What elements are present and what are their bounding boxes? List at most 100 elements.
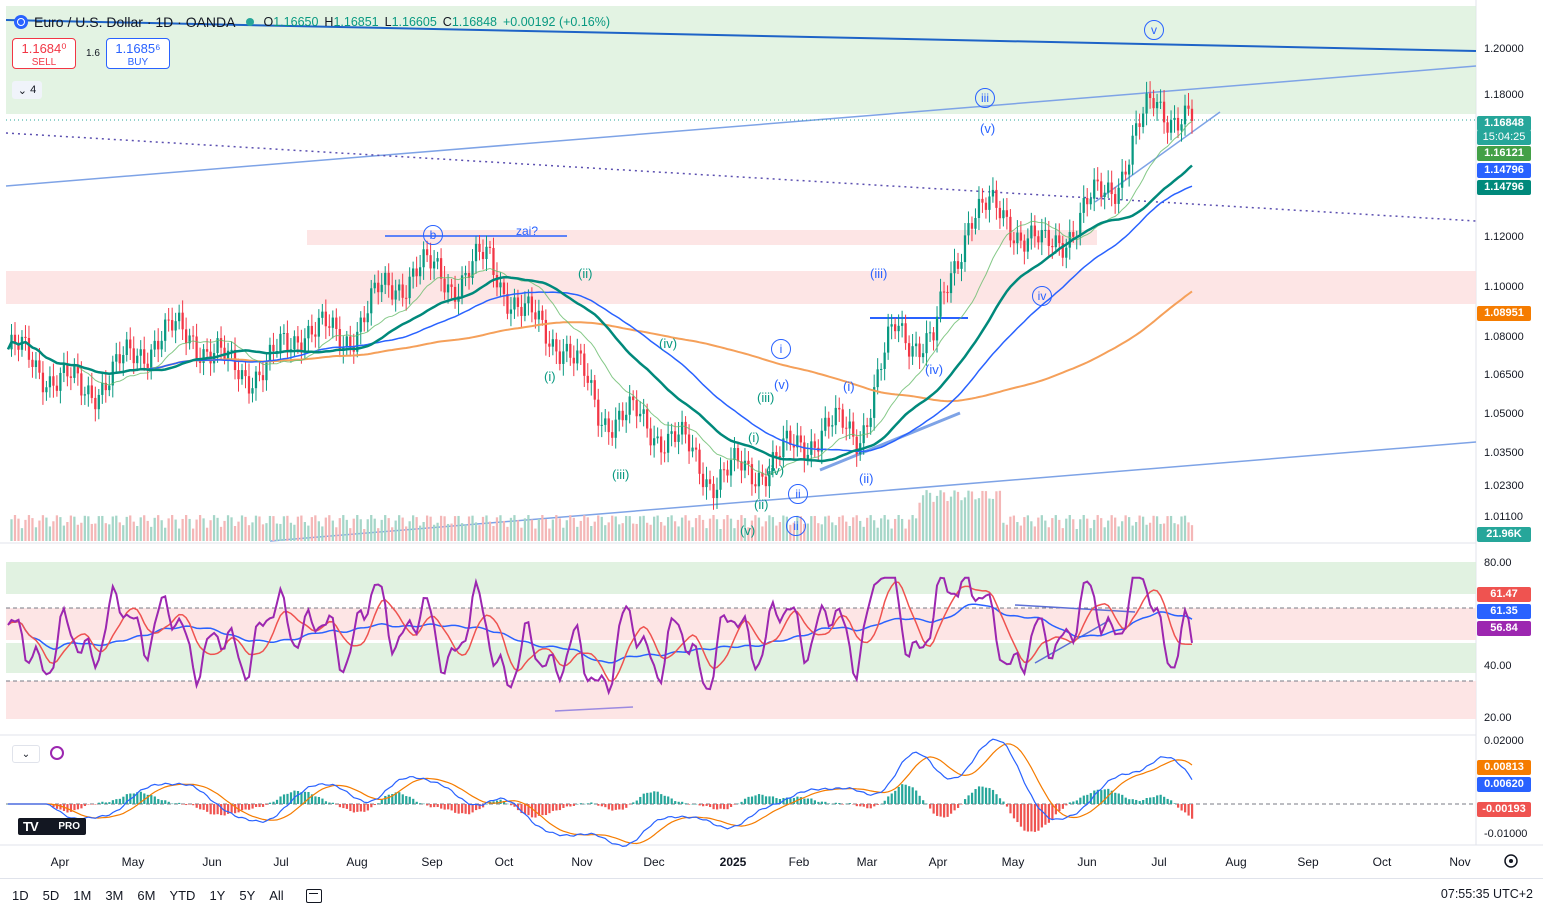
macd-hist-bar [729, 804, 733, 807]
volume-bar [55, 515, 59, 541]
countdown-badge: 15:04:25 [1477, 130, 1531, 145]
macd-hist-bar [950, 804, 953, 814]
range-5y[interactable]: 5Y [239, 888, 256, 903]
candle-body [69, 376, 72, 378]
macd-hist-bar [188, 804, 191, 805]
time-tick: Jul [273, 855, 288, 869]
candle-body [911, 346, 914, 357]
circled-wave-ii-a: ii [788, 484, 808, 504]
volume-bar [1075, 528, 1078, 541]
volume-bar [342, 515, 345, 541]
candle-body [251, 388, 254, 394]
volume-bar [38, 520, 41, 541]
candle-body [230, 349, 233, 351]
macd-hist-bar [73, 804, 76, 811]
candle-body [160, 340, 163, 350]
macd-hist-bar [230, 804, 233, 813]
sell-button[interactable]: 1.1684⁰ SELL [12, 38, 76, 69]
range-1y[interactable]: 1Y [209, 888, 226, 903]
time-tick: 2025 [720, 855, 747, 869]
clock-display[interactable]: 07:55:35 UTC+2 [1440, 887, 1533, 901]
macd-hist-bar [366, 804, 369, 811]
candle-body [1072, 232, 1075, 237]
candle-body [157, 340, 160, 350]
candle-body [785, 430, 788, 439]
volume-bar [813, 515, 816, 541]
volume-bar [904, 528, 907, 541]
macd-hist-bar [373, 804, 376, 806]
macd-hist-bar [1135, 799, 1138, 804]
volume-bar [359, 519, 362, 541]
candle-body [73, 365, 76, 378]
range-6m[interactable]: 6M [137, 888, 156, 903]
candle-body [516, 297, 520, 307]
symbol-title[interactable]: Euro / U.S. Dollar · 1D · OANDA [34, 14, 236, 30]
macd-hist-bar [1051, 804, 1054, 820]
macd-hist-bar [922, 800, 925, 804]
refresh-icon[interactable] [50, 746, 64, 760]
volume-bar [268, 515, 272, 541]
range-3m[interactable]: 3M [105, 888, 124, 903]
macd-hist-bar [223, 804, 226, 816]
ohlc-values: O1.16650 H1.16851 L1.16605 C1.16848 +0.00192… [263, 15, 611, 29]
macd-hist-bar [450, 804, 453, 811]
candle-body [1026, 238, 1029, 252]
candle-body [202, 349, 205, 363]
range-all[interactable]: All [269, 888, 284, 903]
candle-body [195, 336, 198, 359]
macd-hist-bar [377, 803, 380, 804]
volume-bar [625, 515, 628, 541]
macd-hist-bar [1173, 803, 1176, 804]
calendar-icon[interactable] [305, 888, 322, 903]
range-ytd[interactable]: YTD [169, 888, 196, 903]
volume-bar [443, 516, 446, 541]
volume-bar [164, 527, 167, 541]
settings-icon[interactable] [1504, 854, 1518, 868]
tradingview-logo[interactable]: PRO [18, 818, 86, 835]
volume-bar [1173, 523, 1176, 541]
macd-hist-bar [873, 804, 876, 807]
macd-hist-bar [632, 802, 635, 804]
rsi-signal-badge: 61.47 [1477, 587, 1531, 602]
range-1d[interactable]: 1D [12, 888, 29, 903]
volume-bar [328, 515, 331, 541]
macd-hist-bar [241, 804, 244, 811]
volume-bar [1128, 517, 1131, 541]
candle-body [942, 291, 946, 293]
buy-button[interactable]: 1.1685⁶ BUY [105, 38, 170, 69]
macd-hist-bar [894, 790, 897, 804]
pane-collapse-button[interactable]: ⌄ [12, 745, 40, 763]
macd-hist-bar [544, 804, 548, 816]
range-1m[interactable]: 1M [73, 888, 92, 903]
volume-bar [188, 518, 191, 541]
volume-bar [1040, 515, 1043, 541]
candle-body [296, 336, 300, 343]
macd-hist-bar [464, 804, 467, 814]
rsi-lower-zone [6, 643, 1476, 673]
macd-hist-bar [806, 798, 810, 804]
time-axis[interactable]: Apr May Jun Jul Aug Sep Oct Nov Dec 2025 Feb Mar Apr… [51, 855, 1471, 869]
volume-bar [279, 523, 282, 541]
volume-bar [715, 519, 719, 541]
circled-wave-iv: iv [1032, 286, 1052, 306]
candle-body [635, 400, 638, 417]
symbol-header[interactable]: Euro / U.S. Dollar · 1D · OANDA O1.16650… [14, 12, 616, 32]
indicators-toggle[interactable]: ⌄ 4 [12, 81, 42, 99]
candle-body [191, 335, 195, 337]
candle-body [1128, 164, 1131, 175]
candle-body [548, 343, 551, 347]
volume-bar [820, 524, 823, 541]
candle-body [408, 276, 411, 299]
volume-bar [876, 527, 879, 541]
volume-bar [541, 515, 544, 541]
macd-hist-bar [457, 804, 460, 814]
volume-bar [502, 520, 506, 541]
candle-body [764, 476, 768, 487]
candle-body [150, 349, 153, 369]
candle-body [488, 246, 492, 248]
macd-hist-bar [1166, 798, 1169, 804]
range-5d[interactable]: 5D [42, 888, 60, 903]
macd-hist-bar [695, 803, 698, 805]
candle-body [1016, 232, 1019, 244]
